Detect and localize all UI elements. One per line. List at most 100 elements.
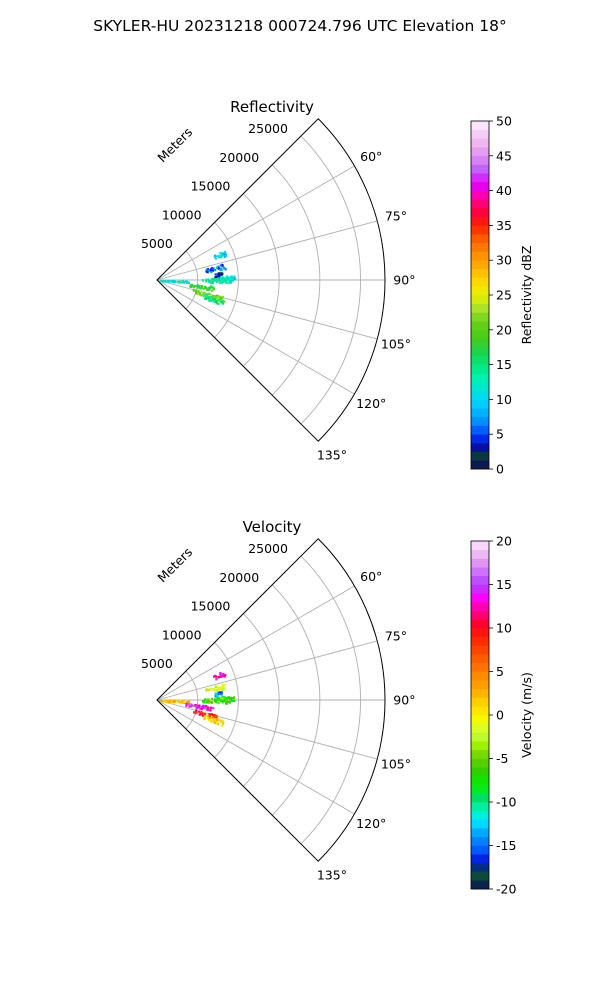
colorbar-band (471, 312, 489, 322)
echo-gate (218, 254, 221, 257)
colorbar-band (471, 399, 489, 409)
echo-gate (211, 269, 214, 272)
colorbar-band (471, 793, 489, 803)
colorbar-band (471, 662, 489, 672)
echo-gate (225, 278, 228, 282)
echo-gate (229, 698, 232, 701)
colorbar-band (471, 208, 489, 217)
colorbar-band (471, 567, 489, 577)
echo-gate (186, 281, 189, 284)
colorbar-band (471, 802, 489, 811)
radial-tick-label: 5000 (141, 656, 173, 671)
echo-gate (225, 275, 228, 278)
echo-gate (209, 296, 212, 299)
echo-gate (194, 704, 197, 707)
echo-gate (205, 278, 208, 281)
colorbar-band (471, 845, 489, 855)
angular-tick-label: 105° (381, 337, 411, 352)
echo-gate (206, 715, 209, 718)
echo-gate (200, 287, 203, 290)
echo-gate (179, 699, 182, 703)
echo-gate (211, 716, 214, 719)
echo-gate (217, 689, 220, 692)
colorbar-band (471, 828, 489, 838)
colorbar-band (471, 303, 489, 313)
colorbar-band (471, 277, 489, 287)
colorbar-band (471, 234, 489, 244)
echo-gate (220, 268, 223, 271)
angular-tick-label: 75° (385, 628, 407, 643)
echo-gate (198, 713, 201, 716)
echo-gate (189, 284, 193, 287)
echo-gate (205, 689, 208, 692)
echo-gate (210, 720, 213, 723)
angular-tick-label: 75° (385, 208, 407, 223)
echo-gate (218, 275, 221, 278)
echo-gate (197, 292, 200, 295)
echo-gate (230, 696, 233, 700)
echo-gate (199, 290, 202, 293)
echo-gate (172, 280, 175, 283)
echo-gate (219, 272, 222, 275)
reflectivity-panel: Reflectivity 5000 10000 15000 20000 25000 Mete… (141, 98, 534, 477)
colorbar: -20 -15 -10 -5 0 5 10 15 20 Velocity (m/s) (470, 534, 534, 897)
colorbar-tick-label: 10 (496, 392, 512, 407)
echo-gate (185, 704, 188, 707)
angular-tick-label: 135° (317, 447, 347, 462)
echo-cluster (203, 715, 225, 727)
echo-gate (223, 675, 226, 678)
echo-gate (224, 251, 227, 254)
colorbar-band (471, 541, 489, 550)
echo-gate (223, 684, 227, 687)
echo-gate (215, 675, 218, 678)
radial-tick-label: 15000 (191, 179, 231, 194)
echo-gate (167, 700, 170, 703)
echo-gate (170, 700, 173, 703)
echo-gate (201, 712, 204, 715)
echo-gate (198, 710, 201, 713)
radial-tick-label: 10000 (162, 207, 202, 222)
echo-gate (198, 285, 201, 288)
echo-gate (221, 688, 224, 692)
echo-gate (183, 700, 186, 703)
echo-gate (216, 695, 219, 698)
echo-gate (217, 272, 220, 275)
echo-gate (216, 689, 219, 692)
colorbar-band (471, 628, 489, 637)
echo-gate (224, 673, 227, 677)
echo-gate (207, 297, 210, 300)
echo-gate (205, 280, 208, 283)
colorbar-band (471, 173, 489, 183)
colorbar-band (471, 138, 489, 148)
colorbar-tick-label: -15 (496, 838, 516, 853)
echo-gate (197, 706, 200, 709)
echo-gate (231, 277, 234, 280)
echo-gate (207, 708, 210, 711)
echo-gate (225, 277, 228, 280)
echo-gate (223, 277, 226, 280)
colorbar-band (471, 338, 489, 348)
echo-gate (221, 296, 224, 299)
echo-gate (218, 299, 221, 302)
echo-gate (176, 280, 179, 283)
colorbar-tick-label: 5 (496, 427, 504, 442)
echo-gate (221, 699, 224, 702)
echo-cluster (185, 702, 215, 712)
echo-gate (193, 711, 196, 714)
echo-gate (221, 281, 224, 284)
echo-gate (220, 297, 223, 300)
echo-gate (227, 278, 230, 281)
echo-gate (205, 701, 208, 704)
echo-gate (211, 281, 214, 284)
colorbar-band (471, 460, 489, 470)
colorbar-band (471, 382, 489, 391)
echo-gate (227, 281, 230, 284)
echo-gate (224, 268, 227, 271)
colorbar-band (471, 164, 489, 174)
colorbar-band (471, 225, 489, 235)
colorbar-band (471, 190, 489, 200)
echo-gate (224, 253, 227, 256)
echo-gate (222, 300, 225, 303)
echo-gate (218, 676, 221, 679)
echo-gate (229, 277, 232, 280)
